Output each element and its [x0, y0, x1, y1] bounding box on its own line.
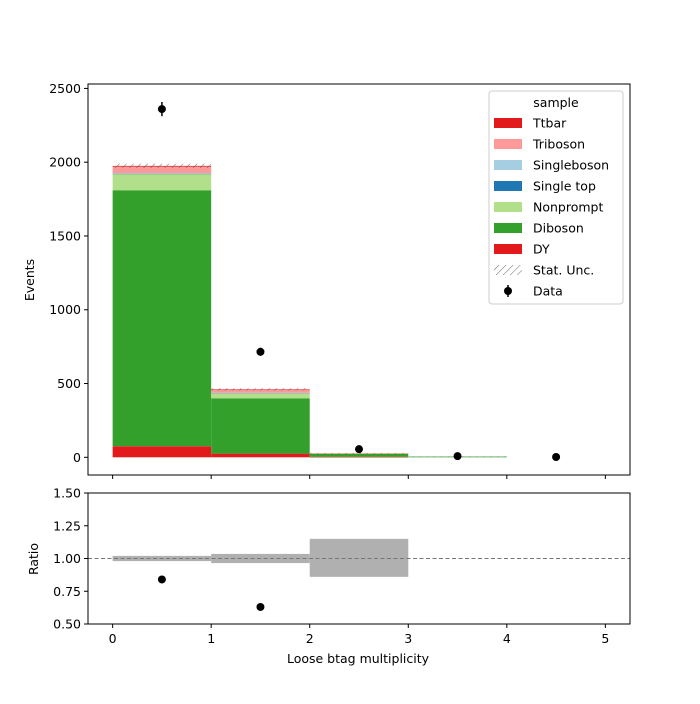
legend-entry-single-top: Single top — [494, 179, 596, 194]
bar-dy — [309, 456, 409, 458]
legend-entry-ttbar: Ttbar — [494, 116, 567, 131]
legend-title: sample — [533, 95, 579, 110]
bar-singleboson — [211, 392, 310, 394]
ratio-y-tick-label: 1.00 — [53, 551, 81, 566]
bar-nonprompt — [112, 174, 212, 191]
data-point — [355, 445, 363, 454]
ratio-y-axis-label: Ratio — [26, 543, 41, 575]
ratio-point — [157, 575, 166, 584]
legend-swatch — [494, 160, 522, 170]
y-tick-label: 0 — [73, 450, 81, 465]
bar-singleboson — [112, 173, 212, 174]
legend-frame — [488, 90, 624, 305]
legend-label: Data — [533, 284, 563, 299]
legend-entry-singleboson: Singleboson — [494, 158, 609, 173]
legend-entry-nonprompt: Nonprompt — [494, 200, 603, 215]
legend-label: Diboson — [533, 221, 584, 236]
ratio-y-tick-label: 0.50 — [53, 617, 81, 632]
bar-nonprompt — [211, 393, 310, 399]
legend-entry-data: Data — [504, 284, 563, 299]
legend-label: Nonprompt — [533, 200, 603, 215]
legend-entry-dy: DY — [494, 242, 550, 257]
ratio-unc-band — [112, 538, 409, 577]
stat-unc-band — [211, 388, 310, 391]
x-tick-label: 0 — [109, 631, 117, 646]
ratio-points — [157, 575, 265, 611]
ratio-y-tick-label: 1.25 — [53, 518, 81, 533]
legend-marker — [504, 287, 512, 295]
legend-entry-triboson: Triboson — [494, 137, 585, 152]
x-tick-label: 4 — [503, 631, 511, 646]
x-tick-label: 1 — [207, 631, 215, 646]
data-point — [256, 347, 265, 356]
x-tick-label: 5 — [601, 631, 609, 646]
x-tick-label: 2 — [306, 631, 314, 646]
y-tick-label: 1500 — [49, 228, 81, 243]
legend-label: Ttbar — [532, 116, 567, 131]
legend-swatch — [494, 223, 522, 233]
bar-diboson — [211, 398, 310, 454]
main-y-ticks: 0 500 1000 1500 2000 2500 — [49, 81, 88, 465]
stat-unc-band — [112, 163, 212, 169]
bar-triboson — [211, 389, 310, 393]
bar-dy — [112, 446, 212, 458]
bar-diboson — [112, 190, 212, 447]
legend-swatch — [494, 181, 522, 191]
main-panel: 0 500 1000 1500 2000 2500 Events — [22, 81, 631, 479]
ratio-point — [256, 602, 265, 611]
legend-label: Singleboson — [533, 158, 609, 173]
data-point — [552, 452, 561, 461]
y-tick-label: 2500 — [49, 81, 81, 96]
bar-triboson — [112, 166, 212, 174]
ratio-y-ticks: 0.50 0.75 1.00 1.25 1.50 — [53, 486, 88, 632]
legend-label: DY — [533, 242, 550, 257]
legend-swatch — [494, 118, 522, 128]
legend-label: Triboson — [532, 137, 585, 152]
stacked-bars — [112, 165, 507, 458]
data-point — [157, 105, 166, 114]
ratio-unc-bin — [309, 538, 409, 577]
legend-swatch — [494, 244, 522, 254]
data-point — [453, 452, 462, 461]
legend-entry-diboson: Diboson — [494, 221, 584, 236]
y-tick-label: 500 — [57, 376, 81, 391]
main-axes-frame — [87, 83, 631, 476]
y-tick-label: 1000 — [49, 302, 81, 317]
ratio-panel: 0.50 0.75 1.00 1.25 1.50 0 1 2 3 4 5 Ratio Loose … — [26, 486, 631, 666]
data-points — [157, 102, 561, 461]
legend: sample Ttbar Triboson Singleboson Single to… — [488, 90, 624, 305]
legend-entry-stat-unc: Stat. Unc. — [494, 263, 594, 278]
main-x-ticks — [112, 475, 606, 479]
legend-swatch-hatch — [494, 265, 522, 275]
bar-diboson — [309, 453, 409, 457]
ratio-y-tick-label: 1.50 — [53, 486, 81, 501]
legend-swatch — [494, 202, 522, 212]
legend-swatch — [494, 139, 522, 149]
y-axis-label: Events — [22, 259, 37, 301]
legend-items: Ttbar Triboson Singleboson Single top Nonpro… — [494, 116, 609, 299]
ratio-y-tick-label: 0.75 — [53, 584, 81, 599]
stat-unc-band — [309, 452, 409, 454]
ratio-x-ticks: 0 1 2 3 4 5 — [109, 624, 609, 646]
y-tick-label: 2000 — [49, 155, 81, 170]
x-tick-label: 3 — [404, 631, 412, 646]
legend-label: Single top — [533, 179, 596, 194]
bar-dy — [211, 453, 310, 458]
legend-label: Stat. Unc. — [533, 263, 594, 278]
x-axis-label: Loose btag multiplicity — [287, 651, 430, 666]
